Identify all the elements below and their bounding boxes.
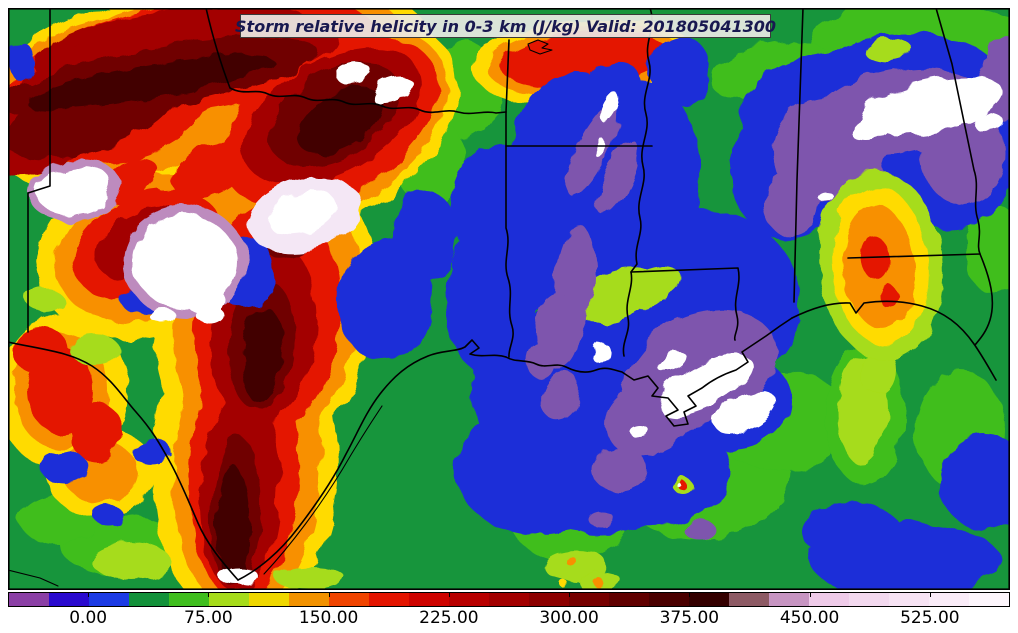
colorbar-segment bbox=[929, 593, 969, 606]
colorbar-segment bbox=[529, 593, 569, 606]
border-ms-al bbox=[793, 8, 804, 303]
border-ok-ar bbox=[505, 39, 510, 113]
colorbar-tick-label-3: 225.00 bbox=[419, 608, 479, 628]
border-al-ga bbox=[935, 8, 981, 255]
border-rio-grande bbox=[8, 341, 239, 581]
colorbar-segment bbox=[289, 593, 329, 606]
small-lake bbox=[527, 39, 553, 55]
colorbar-segment bbox=[969, 593, 1009, 606]
colorbar-segment bbox=[9, 593, 49, 606]
colorbar-segment bbox=[649, 593, 689, 606]
colorbar-segment bbox=[369, 593, 409, 606]
colorbar-segment bbox=[489, 593, 529, 606]
coastline-texas bbox=[237, 339, 507, 581]
border-la-ms bbox=[630, 267, 740, 341]
colorbar-segment bbox=[849, 593, 889, 606]
coastline-louisiana-delta bbox=[505, 317, 793, 427]
colorbar-segment bbox=[129, 593, 169, 606]
colorbar-tick bbox=[328, 592, 330, 597]
colorbar-segment bbox=[729, 593, 769, 606]
colorbar-tick bbox=[448, 592, 450, 597]
colorbar-tick bbox=[689, 592, 691, 597]
border-chattahoochee bbox=[974, 253, 994, 346]
colorbar-segment bbox=[249, 593, 289, 606]
colorbar-segment bbox=[889, 593, 929, 606]
colorbar-segment bbox=[409, 593, 449, 606]
map-title: Storm relative helicity in 0-3 km (J/kg)… bbox=[235, 14, 776, 38]
field-white-extremes bbox=[29, 64, 1004, 585]
map-title-text: Storm relative helicity in 0-3 km (J/kg)… bbox=[235, 16, 776, 36]
colorbar-tick-label-5: 375.00 bbox=[659, 608, 720, 628]
coastline-barrier-island bbox=[263, 405, 383, 575]
colorbar-tick bbox=[569, 592, 571, 597]
border-tx-la bbox=[505, 111, 514, 358]
colorbar-tick bbox=[208, 592, 210, 597]
colorbar-tick-label-2: 150.00 bbox=[298, 608, 359, 628]
colorbar-tick bbox=[88, 592, 90, 597]
border-red-river bbox=[205, 8, 507, 115]
colorbar-segment bbox=[769, 593, 809, 606]
colorbar-segment bbox=[809, 593, 849, 606]
colorbar-segment bbox=[609, 593, 649, 606]
map-borders bbox=[8, 8, 997, 587]
colorbar-tick-label-7: 525.00 bbox=[900, 608, 960, 628]
colorbar-tick-label-0: 0.00 bbox=[69, 608, 108, 628]
colorbar-tick bbox=[929, 592, 931, 597]
helicity-field bbox=[8, 8, 1010, 590]
colorbar-segment bbox=[569, 593, 609, 606]
border-al-fl bbox=[847, 253, 981, 259]
colorbar-segment bbox=[169, 593, 209, 606]
colorbar-segment bbox=[89, 593, 129, 606]
colorbar-tick bbox=[809, 592, 811, 597]
mississippi-river bbox=[622, 8, 653, 357]
colorbar-tick-label-4: 300.00 bbox=[539, 608, 599, 628]
colorbar-segment bbox=[49, 593, 89, 606]
field-small-dots bbox=[560, 478, 693, 588]
colorbar-segment bbox=[449, 593, 489, 606]
colorbar-segment bbox=[209, 593, 249, 606]
helicity-map bbox=[8, 8, 1010, 590]
colorbar-segment bbox=[329, 593, 369, 606]
border-bottom-left bbox=[8, 569, 59, 587]
border-nm-tx bbox=[27, 8, 51, 333]
map-frame bbox=[8, 8, 1010, 590]
colorbar bbox=[8, 592, 1010, 607]
colorbar-tick-label-6: 450.00 bbox=[779, 608, 840, 628]
map-area bbox=[8, 8, 1010, 590]
coastline-ms-al-fl bbox=[791, 300, 997, 381]
colorbar-segment bbox=[689, 593, 729, 606]
field-alabama-bullseye bbox=[818, 170, 944, 360]
colorbar-tick-label-1: 75.00 bbox=[184, 608, 233, 628]
